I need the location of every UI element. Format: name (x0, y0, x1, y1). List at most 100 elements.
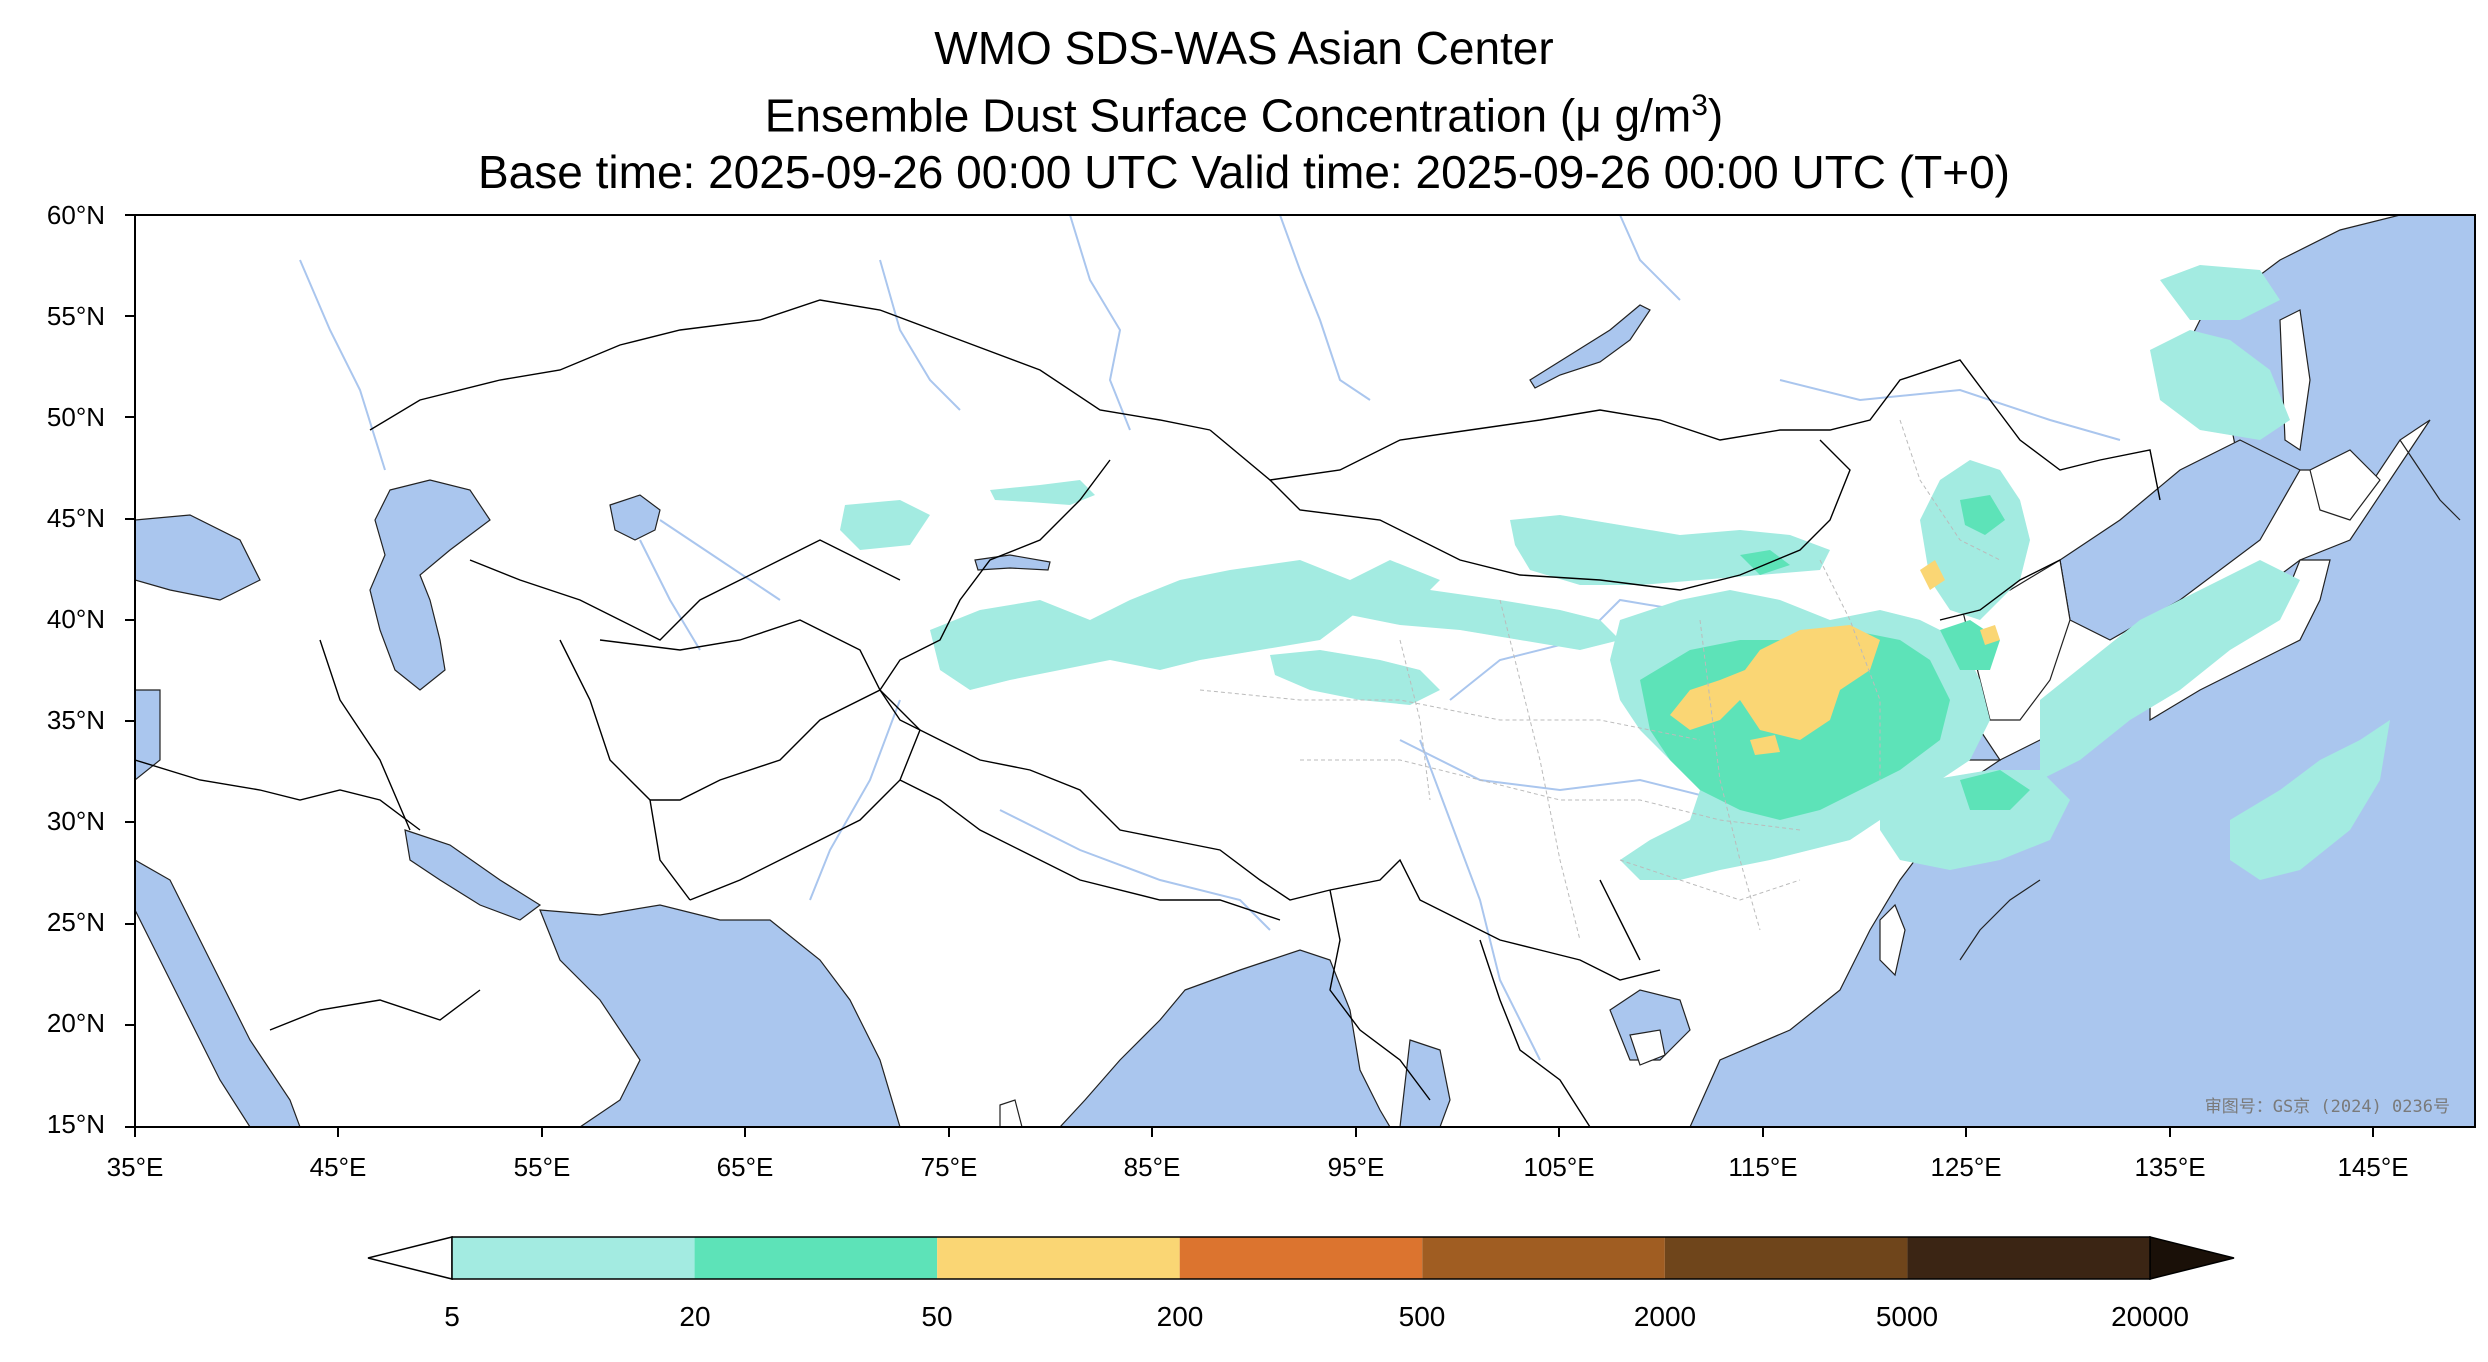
border-china-mongolia (1269, 439, 1851, 591)
dust-yellow-small1 (1920, 560, 1945, 590)
title-unit: g/m (1601, 89, 1692, 142)
province-3 (1499, 599, 1581, 941)
title-mu-symbol: μ (1575, 89, 1602, 142)
persian-gulf (404, 829, 542, 921)
dust-pacific-east (2230, 720, 2390, 880)
dust-yellow-small2 (1980, 625, 2000, 645)
colorbar-cell-4 (1422, 1237, 1665, 1279)
river-yenisei (1279, 215, 1371, 401)
map-title-line3: Base time: 2025-09-26 00:00 UTC Valid ti… (478, 146, 2010, 198)
river-irtysh (879, 259, 961, 411)
lon-tick-45: 45°E (310, 1152, 367, 1182)
dust-russia-fe (2150, 330, 2290, 440)
border-layer (135, 299, 2161, 1127)
border-arabia-south (269, 989, 481, 1031)
province-layer (1199, 419, 2001, 941)
border-korea-china (1939, 559, 2061, 621)
lon-tick-105: 105°E (1523, 1152, 1594, 1182)
border-kazakh-russia (369, 299, 1211, 431)
colorbar-label-200: 200 (1157, 1301, 1204, 1332)
dust-japan-sea (2040, 560, 2300, 780)
dust-balkhash-patch (990, 480, 1095, 505)
sea-of-japan (2059, 439, 2301, 641)
lon-tick-75: 75°E (921, 1152, 978, 1182)
river-mekong (1419, 739, 1541, 1061)
colorbar-labels: 5 20 50 200 500 2000 5000 20000 (444, 1301, 2189, 1332)
title-line2-prefix: Ensemble Dust Surface Concentration ( (764, 89, 1576, 142)
lon-tick-marks (134, 1127, 2374, 1137)
dust-kazakh-patch (840, 500, 930, 550)
lat-tick-20: 20°N (47, 1008, 105, 1038)
dust-sea-green (1960, 770, 2030, 810)
river-amur (1779, 379, 2121, 441)
lat-tick-marks (125, 214, 135, 1128)
border-myanmar (1329, 889, 1431, 1101)
lat-tick-60: 60°N (47, 200, 105, 230)
lake-baikal (1529, 304, 1651, 389)
river-amu-darya (639, 539, 701, 651)
dust-mongolia-green (1740, 550, 1790, 575)
province-6 (1819, 559, 1881, 780)
lat-tick-group: 60°N 55°N 50°N 45°N 40°N 35°N 30°N 25°N … (47, 200, 105, 1139)
dust-contours (840, 265, 2390, 880)
border-india (899, 779, 1281, 921)
river-indus (809, 699, 901, 901)
colorbar-label-5000: 5000 (1876, 1301, 1938, 1332)
aral-sea (609, 494, 661, 541)
dust-manchuria-green (1960, 495, 2005, 535)
colorbar-label-5: 5 (444, 1301, 460, 1332)
lon-tick-85: 85°E (1124, 1152, 1181, 1182)
gulf-of-tonkin (1609, 989, 1691, 1061)
colorbar-label-50: 50 (921, 1301, 952, 1332)
province-7 (1619, 859, 1801, 901)
map-approval-stamp: 审图号：GS京 (2024) 0236号 (2205, 1097, 2450, 1117)
title-unit-exponent: 3 (1691, 89, 1708, 122)
andaman-sea (1399, 1039, 1451, 1127)
colorbar-under-arrow (367, 1236, 453, 1280)
coast-extra (1959, 439, 2461, 961)
river-syr-darya (659, 519, 781, 601)
ocean-layer (135, 215, 2475, 1127)
province-5 (1399, 639, 1431, 801)
lon-tick-95: 95°E (1328, 1152, 1385, 1182)
japan-hokkaido (2309, 449, 2381, 521)
coast-ryukyu (1959, 879, 2041, 961)
black-sea (135, 514, 261, 601)
dust-yellow-small3 (1750, 735, 1780, 755)
colorbar: 5 20 50 200 500 2000 5000 20000 (367, 1236, 2235, 1332)
province-2 (1300, 759, 1801, 831)
colorbar-label-500: 500 (1399, 1301, 1446, 1332)
lon-tick-65: 65°E (717, 1152, 774, 1182)
lat-tick-45: 45°N (47, 503, 105, 533)
caspian-sea (369, 479, 491, 691)
hainan (1629, 1029, 1666, 1066)
coast-kuril (2399, 439, 2461, 521)
province-4 (1699, 619, 1761, 931)
border-thai (1479, 939, 1591, 1127)
colorbar-label-20: 20 (679, 1301, 710, 1332)
lat-tick-40: 40°N (47, 604, 105, 634)
river-ob (1069, 215, 1131, 431)
border-pakistan (689, 689, 921, 901)
med-sea (135, 689, 161, 781)
map-title-line2: Ensemble Dust Surface Concentration (μ g… (0, 80, 2488, 141)
colorbar-cell-3 (1179, 1237, 1423, 1279)
colorbar-over-arrow (2149, 1236, 2235, 1280)
dust-core-yellow (1670, 625, 1880, 740)
map-title-line1: WMO SDS-WAS Asian Center (934, 22, 1554, 74)
border-arabia (135, 759, 421, 831)
lon-tick-115: 115°E (1728, 1152, 1797, 1182)
bay-of-bengal (1059, 949, 1391, 1127)
lon-tick-145: 145°E (2337, 1152, 2408, 1182)
dust-level-50-200 (1670, 560, 2000, 755)
border-russia-mongolia (1209, 359, 2161, 501)
dust-qaidam (1270, 650, 1440, 705)
dust-manchuria (1920, 460, 2030, 620)
taiwan (1879, 903, 1906, 977)
border-china-south (1329, 858, 1661, 981)
province-8 (1899, 419, 2001, 561)
colorbar-cell-5 (1664, 1237, 1908, 1279)
border-sea-indo (1599, 879, 1641, 961)
lat-tick-30: 30°N (47, 806, 105, 836)
colorbar-cell-6 (1907, 1237, 2150, 1279)
